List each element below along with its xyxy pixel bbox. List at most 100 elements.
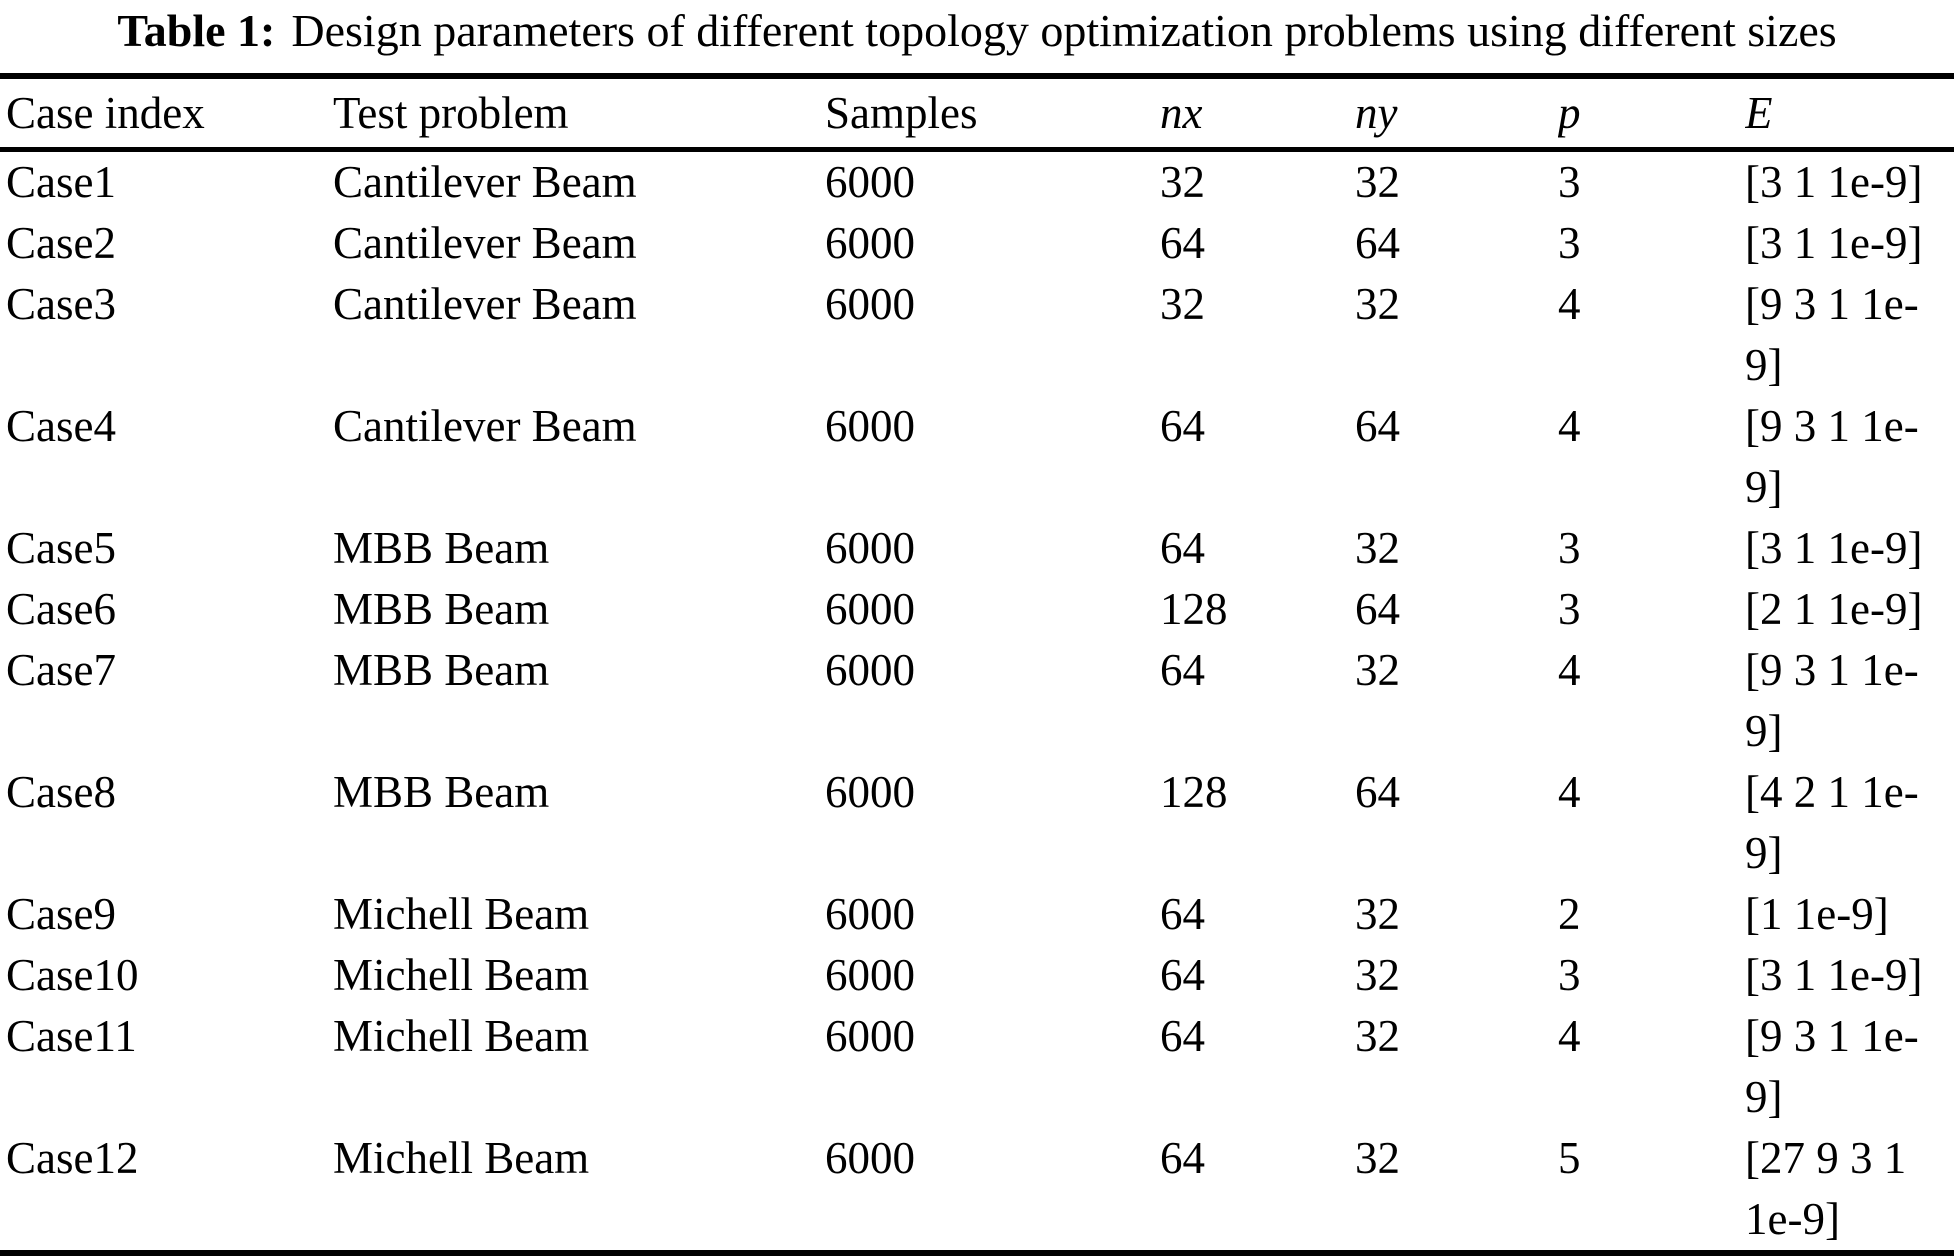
- table-cell: Case11: [6, 1011, 137, 1061]
- table-cell: 64: [1355, 767, 1400, 817]
- table-cell: Case1: [6, 157, 116, 207]
- table-cell: 4: [1558, 767, 1581, 817]
- table-row: Case10 Michell Beam 6000 64 32 3 [3 1 1e…: [0, 945, 1954, 1006]
- table-cell: Case3: [6, 279, 116, 329]
- table-cell: Michell Beam: [333, 950, 590, 1000]
- caption-text: Design parameters of different topology …: [291, 5, 1837, 56]
- table-cell: 32: [1160, 157, 1205, 207]
- table-cell: 128: [1160, 584, 1228, 634]
- table-cell: 3: [1558, 523, 1581, 573]
- table-cell: Michell Beam: [333, 1011, 590, 1061]
- table-cell: 32: [1355, 645, 1400, 695]
- table-cell: Case10: [6, 950, 139, 1000]
- table-cell: [9 3 1 1e-9]: [1745, 279, 1919, 390]
- table-row: Case2 Cantilever Beam 6000 64 64 3 [3 1 …: [0, 213, 1954, 274]
- table-cell: 64: [1160, 889, 1205, 939]
- table-cell: [3 1 1e-9]: [1745, 523, 1923, 573]
- table-cell: [9 3 1 1e-9]: [1745, 645, 1919, 756]
- table-cell: 3: [1558, 218, 1581, 268]
- table-row: Case5 MBB Beam 6000 64 32 3 [3 1 1e-9]: [0, 518, 1954, 579]
- table-cell: 64: [1160, 645, 1205, 695]
- table-row: Case1 Cantilever Beam 6000 32 32 3 [3 1 …: [0, 150, 1954, 214]
- design-parameters-table: Case index Test problem Samples nx ny p …: [0, 73, 1954, 1256]
- table-cell: 64: [1160, 950, 1205, 1000]
- table-cell: 32: [1355, 950, 1400, 1000]
- table-cell: Cantilever Beam: [333, 279, 637, 329]
- table-cell: 6000: [825, 279, 915, 329]
- table-cell: 2: [1558, 889, 1581, 939]
- table-cell: Case4: [6, 401, 116, 451]
- table-cell: 32: [1355, 523, 1400, 573]
- table-cell: Case5: [6, 523, 116, 573]
- table-cell: Cantilever Beam: [333, 157, 637, 207]
- table-cell: 64: [1160, 1133, 1205, 1183]
- table-row: Case4 Cantilever Beam 6000 64 64 4 [9 3 …: [0, 396, 1954, 518]
- column-header-nx: nx: [1160, 76, 1355, 152]
- table-cell: 64: [1355, 401, 1400, 451]
- table-cell: Case12: [6, 1133, 139, 1183]
- table-cell: 64: [1355, 584, 1400, 634]
- column-header-test-problem: Test problem: [333, 76, 825, 152]
- table-cell: Cantilever Beam: [333, 401, 637, 451]
- table-cell: 128: [1160, 767, 1228, 817]
- table-cell: Cantilever Beam: [333, 218, 637, 268]
- table-cell: 6000: [825, 645, 915, 695]
- table-row: Case11 Michell Beam 6000 64 32 4 [9 3 1 …: [0, 1006, 1954, 1128]
- table-cell: 6000: [825, 1011, 915, 1061]
- table-cell: 64: [1160, 218, 1205, 268]
- table-cell: [1 1e-9]: [1745, 889, 1889, 939]
- table-cell: 4: [1558, 401, 1581, 451]
- table-caption: Table 1: Design parameters of different t…: [0, 0, 1954, 57]
- table-cell: Case2: [6, 218, 116, 268]
- table-cell: MBB Beam: [333, 523, 550, 573]
- table-cell: Case6: [6, 584, 116, 634]
- table-cell: 64: [1355, 218, 1400, 268]
- table-row: Case8 MBB Beam 6000 128 64 4 [4 2 1 1e-9…: [0, 762, 1954, 884]
- table-cell: [3 1 1e-9]: [1745, 218, 1923, 268]
- table-cell: Michell Beam: [333, 889, 590, 939]
- table-row: Case7 MBB Beam 6000 64 32 4 [9 3 1 1e-9]: [0, 640, 1954, 762]
- table-cell: Michell Beam: [333, 1133, 590, 1183]
- table-cell: 32: [1355, 279, 1400, 329]
- table-cell: 6000: [825, 950, 915, 1000]
- table-cell: 6000: [825, 767, 915, 817]
- table-cell: [4 2 1 1e-9]: [1745, 767, 1919, 878]
- table-cell: MBB Beam: [333, 645, 550, 695]
- table-row: Case6 MBB Beam 6000 128 64 3 [2 1 1e-9]: [0, 579, 1954, 640]
- column-header-ny: ny: [1355, 76, 1558, 152]
- table-cell: Case9: [6, 889, 116, 939]
- table-cell: 32: [1355, 1133, 1400, 1183]
- table-cell: 64: [1160, 523, 1205, 573]
- table-cell: 3: [1558, 950, 1581, 1000]
- table-cell: Case7: [6, 645, 116, 695]
- table-cell: [9 3 1 1e-9]: [1745, 401, 1919, 512]
- table-cell: 64: [1160, 1011, 1205, 1061]
- column-header-p: p: [1558, 76, 1745, 152]
- table-cell: 6000: [825, 523, 915, 573]
- table-row: Case3 Cantilever Beam 6000 32 32 4 [9 3 …: [0, 274, 1954, 396]
- table-row: Case9 Michell Beam 6000 64 32 2 [1 1e-9]: [0, 884, 1954, 945]
- column-header-samples: Samples: [825, 76, 1160, 152]
- table-cell: [3 1 1e-9]: [1745, 950, 1923, 1000]
- table-cell: 6000: [825, 1133, 915, 1183]
- table-cell: 6000: [825, 401, 915, 451]
- table-cell: 64: [1160, 401, 1205, 451]
- table-cell: 6000: [825, 889, 915, 939]
- table-cell: 4: [1558, 279, 1581, 329]
- table-cell: 4: [1558, 1011, 1581, 1061]
- table-cell: 3: [1558, 584, 1581, 634]
- column-header-case-index: Case index: [0, 76, 333, 152]
- table-cell: 6000: [825, 218, 915, 268]
- table-cell: 6000: [825, 157, 915, 207]
- table-cell: [9 3 1 1e-9]: [1745, 1011, 1919, 1122]
- column-header-E: E: [1745, 76, 1954, 152]
- table-cell: 32: [1355, 889, 1400, 939]
- table-cell: 32: [1160, 279, 1205, 329]
- table-cell: Case8: [6, 767, 116, 817]
- table-cell: 32: [1355, 157, 1400, 207]
- header-row: Case index Test problem Samples nx ny p …: [0, 76, 1954, 152]
- table-cell: 3: [1558, 157, 1581, 207]
- table-cell: MBB Beam: [333, 584, 550, 634]
- table-row: Case12 Michell Beam 6000 64 32 5 [27 9 3…: [0, 1128, 1954, 1253]
- table-cell: [3 1 1e-9]: [1745, 157, 1923, 207]
